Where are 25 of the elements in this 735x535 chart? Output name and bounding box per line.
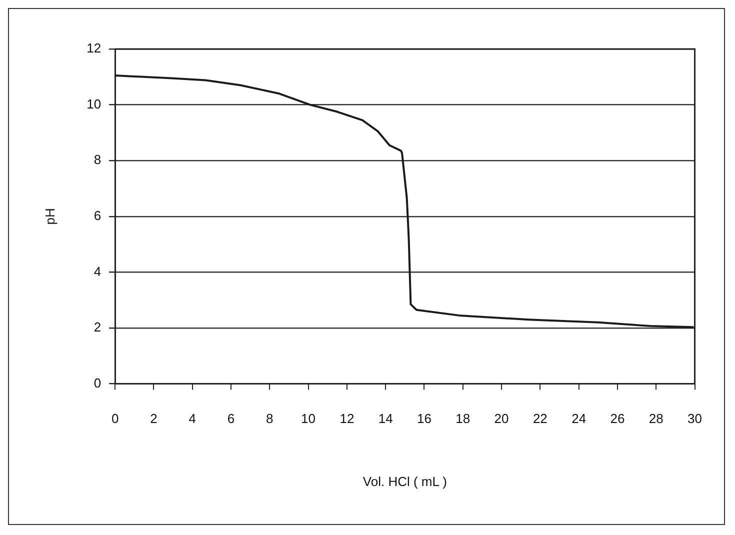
x-tick-label: 16 (417, 411, 432, 426)
x-tick-label: 0 (111, 411, 119, 426)
x-tick-label: 4 (188, 411, 196, 426)
x-tick-label: 10 (301, 411, 316, 426)
x-tick-label: 30 (688, 411, 702, 426)
x-tick-label: 26 (610, 411, 625, 426)
y-tick-label: 12 (86, 40, 102, 56)
x-tick-label: 2 (150, 411, 158, 426)
y-tick-label: 4 (94, 264, 102, 279)
x-tick-label: 12 (340, 411, 354, 426)
x-tick-label: 6 (227, 411, 235, 426)
y-tick-label: 8 (94, 152, 102, 168)
y-axis-title: pH (42, 208, 58, 225)
x-tick-label: 8 (266, 411, 274, 426)
y-tick-label: 10 (86, 96, 102, 112)
x-tick-label: 20 (494, 411, 509, 426)
x-tick-label: 22 (532, 411, 548, 426)
y-tick-label: 0 (94, 375, 102, 390)
y-tick-label: 6 (94, 208, 102, 223)
x-tick-label: 24 (572, 411, 586, 426)
x-tick-label: 28 (648, 411, 664, 426)
x-tick-label: 18 (456, 411, 470, 426)
x-axis-title: Vol. HCl ( mL ) (362, 474, 447, 489)
x-tick-label: 14 (378, 411, 393, 426)
y-tick-label: 2 (94, 320, 102, 335)
